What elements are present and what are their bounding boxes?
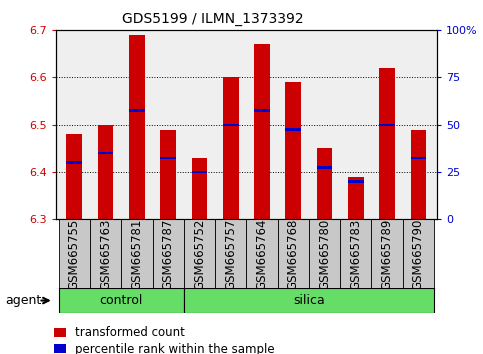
Bar (160, 157, 176, 159)
Bar (58, 288, 184, 313)
Bar (67, 134, 82, 219)
Bar (285, 82, 301, 219)
Text: agent: agent (5, 294, 41, 307)
Bar (411, 130, 426, 219)
Bar (184, 288, 434, 313)
Bar (348, 181, 364, 183)
Bar (90, 219, 121, 289)
Bar (309, 219, 340, 289)
Bar (411, 157, 426, 159)
Bar (98, 125, 114, 219)
Text: GSM665780: GSM665780 (318, 218, 331, 290)
Bar (379, 68, 395, 219)
Text: GDS5199 / ILMN_1373392: GDS5199 / ILMN_1373392 (122, 12, 303, 27)
Text: GSM665752: GSM665752 (193, 218, 206, 290)
Text: GSM665755: GSM665755 (68, 218, 81, 290)
Text: silica: silica (293, 294, 325, 307)
Bar (129, 35, 145, 219)
Bar (192, 171, 207, 173)
Bar (246, 219, 278, 289)
Bar (58, 219, 90, 289)
Text: GSM665757: GSM665757 (224, 218, 237, 290)
Bar (371, 219, 403, 289)
Bar (348, 177, 364, 219)
Bar (379, 124, 395, 126)
Bar (403, 219, 434, 289)
Text: GSM665764: GSM665764 (256, 218, 269, 290)
Text: GSM665783: GSM665783 (349, 218, 362, 290)
Bar (67, 161, 82, 164)
Text: GSM665781: GSM665781 (130, 218, 143, 290)
Text: GSM665787: GSM665787 (162, 218, 175, 290)
Bar (153, 219, 184, 289)
Bar (254, 109, 270, 112)
Bar (254, 44, 270, 219)
Text: GSM665768: GSM665768 (287, 218, 300, 290)
Text: GSM665763: GSM665763 (99, 218, 112, 290)
Bar (340, 219, 371, 289)
Bar (317, 166, 332, 169)
Bar (223, 124, 239, 126)
Text: GSM665789: GSM665789 (381, 218, 394, 290)
Legend: transformed count, percentile rank within the sample: transformed count, percentile rank withi… (54, 326, 275, 354)
Bar (285, 129, 301, 131)
Text: control: control (99, 294, 143, 307)
Bar (317, 148, 332, 219)
Bar (278, 219, 309, 289)
Bar (184, 219, 215, 289)
Text: GSM665790: GSM665790 (412, 218, 425, 290)
Bar (98, 152, 114, 154)
Bar (121, 219, 153, 289)
Bar (160, 130, 176, 219)
Bar (129, 109, 145, 112)
Bar (192, 158, 207, 219)
Bar (223, 78, 239, 219)
Bar (215, 219, 246, 289)
